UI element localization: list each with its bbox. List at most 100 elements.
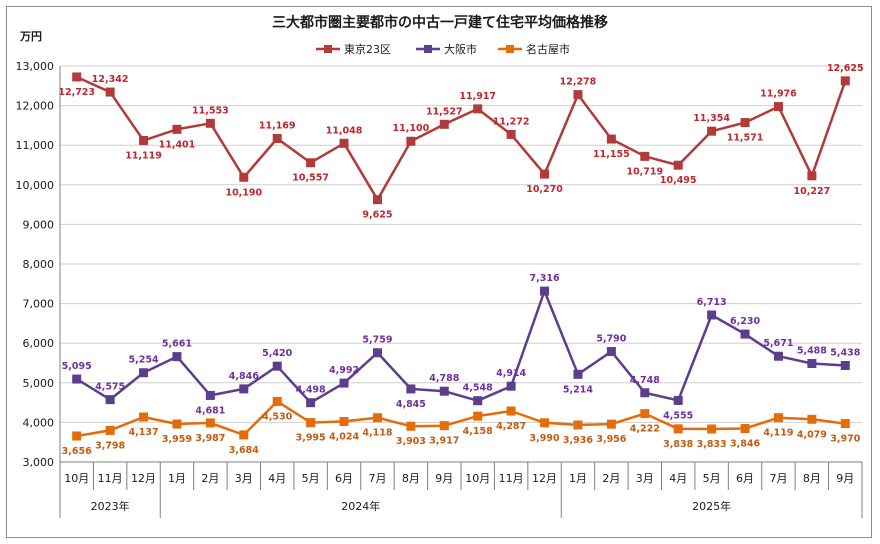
data-point <box>272 361 282 371</box>
x-tick-label: 3月 <box>636 472 654 485</box>
data-label: 11,100 <box>393 123 430 134</box>
y-tick-label: 3,000 <box>23 456 55 469</box>
data-label: 11,553 <box>192 105 229 116</box>
data-label: 5,790 <box>596 334 626 345</box>
data-point <box>105 87 115 97</box>
data-point <box>473 411 483 421</box>
legend-marker-tokyo <box>324 45 332 53</box>
data-label: 4,548 <box>463 383 493 394</box>
data-label: 11,272 <box>493 116 530 127</box>
x-tick-label: 1月 <box>168 472 186 485</box>
data-label: 4,846 <box>229 371 259 382</box>
data-point <box>406 136 416 146</box>
y-tick-label: 9,000 <box>23 218 55 231</box>
data-label: 10,557 <box>292 173 329 184</box>
data-label: 4,530 <box>262 411 292 422</box>
data-point <box>172 419 182 429</box>
x-tick-label: 6月 <box>335 472 353 485</box>
y-axis-ticks: 3,000 4,000 5,000 6,000 7,000 8,000 9,000 10,00… <box>16 60 55 469</box>
data-point <box>540 418 550 428</box>
x-tick-label: 4月 <box>669 472 687 485</box>
data-label: 3,684 <box>229 445 259 456</box>
data-label: 4,845 <box>396 399 426 410</box>
x-tick-label: 10月 <box>465 472 490 485</box>
data-point <box>673 160 683 170</box>
data-label: 4,681 <box>195 405 225 416</box>
data-label: 4,498 <box>296 385 326 396</box>
x-tick-label: 8月 <box>803 472 821 485</box>
data-point <box>139 412 149 422</box>
x-tick-label: 7月 <box>368 472 386 485</box>
data-label: 12,342 <box>92 74 129 85</box>
data-label: 11,571 <box>727 133 764 144</box>
legend-item-nagoya: 名古屋市 <box>498 42 570 56</box>
data-point <box>372 348 382 358</box>
data-point <box>807 414 817 424</box>
data-label: 11,917 <box>459 91 496 102</box>
data-label: 4,287 <box>496 421 526 432</box>
data-label: 3,903 <box>396 436 426 447</box>
data-point <box>506 129 516 139</box>
x-tick-label: 2月 <box>602 472 620 485</box>
data-label: 3,846 <box>730 438 760 449</box>
legend: 東京23区 大阪市 名古屋市 <box>316 42 570 56</box>
data-label: 3,838 <box>663 439 693 450</box>
data-point <box>840 360 850 370</box>
chart-frame <box>6 6 872 538</box>
data-point <box>506 381 516 391</box>
data-point <box>339 416 349 426</box>
data-point <box>172 352 182 362</box>
year-label: 2024年 <box>341 499 380 513</box>
data-label: 5,759 <box>362 335 392 346</box>
legend-marker-osaka <box>424 45 432 53</box>
data-label: 5,488 <box>797 345 827 356</box>
data-point <box>406 384 416 394</box>
data-label: 12,723 <box>58 87 95 98</box>
data-label: 10,495 <box>660 175 697 186</box>
y-tick-label: 10,000 <box>16 179 55 192</box>
data-label: 3,959 <box>162 434 192 445</box>
data-label: 4,992 <box>329 365 359 376</box>
data-point <box>372 195 382 205</box>
data-label: 11,048 <box>326 125 363 136</box>
data-point <box>439 386 449 396</box>
chart-title: 三大都市圏主要都市の中古一戸建て住宅平均価格推移 <box>272 14 608 31</box>
data-point <box>707 424 717 434</box>
data-point <box>339 138 349 148</box>
data-label: 4,748 <box>630 375 660 386</box>
data-label: 4,118 <box>362 428 392 439</box>
x-tick-label: 12月 <box>532 472 557 485</box>
data-label: 5,214 <box>563 384 593 395</box>
data-point <box>272 134 282 144</box>
y-tick-label: 5,000 <box>23 377 55 390</box>
legend-item-tokyo: 東京23区 <box>316 42 391 56</box>
data-label: 4,119 <box>763 428 793 439</box>
data-label: 4,079 <box>797 429 827 440</box>
y-tick-label: 13,000 <box>16 60 55 73</box>
data-label: 3,936 <box>563 435 593 446</box>
data-label: 5,671 <box>763 338 793 349</box>
legend-label-nagoya: 名古屋市 <box>526 42 570 56</box>
data-point <box>205 390 215 400</box>
data-point <box>105 425 115 435</box>
data-point <box>239 430 249 440</box>
data-label: 12,278 <box>560 77 597 88</box>
data-label: 10,270 <box>526 184 563 195</box>
data-label: 3,833 <box>697 439 727 450</box>
data-point <box>673 395 683 405</box>
data-label: 7,316 <box>530 273 560 284</box>
y-tick-label: 12,000 <box>16 100 55 113</box>
data-point <box>573 90 583 100</box>
data-label: 4,575 <box>95 382 125 393</box>
data-label: 4,555 <box>663 410 693 421</box>
data-label: 4,914 <box>496 368 526 379</box>
data-point <box>740 118 750 128</box>
y-tick-label: 11,000 <box>16 139 55 152</box>
data-point <box>573 420 583 430</box>
data-point <box>72 374 82 384</box>
data-point <box>573 369 583 379</box>
data-label: 4,158 <box>463 426 493 437</box>
data-label: 11,527 <box>426 106 463 117</box>
